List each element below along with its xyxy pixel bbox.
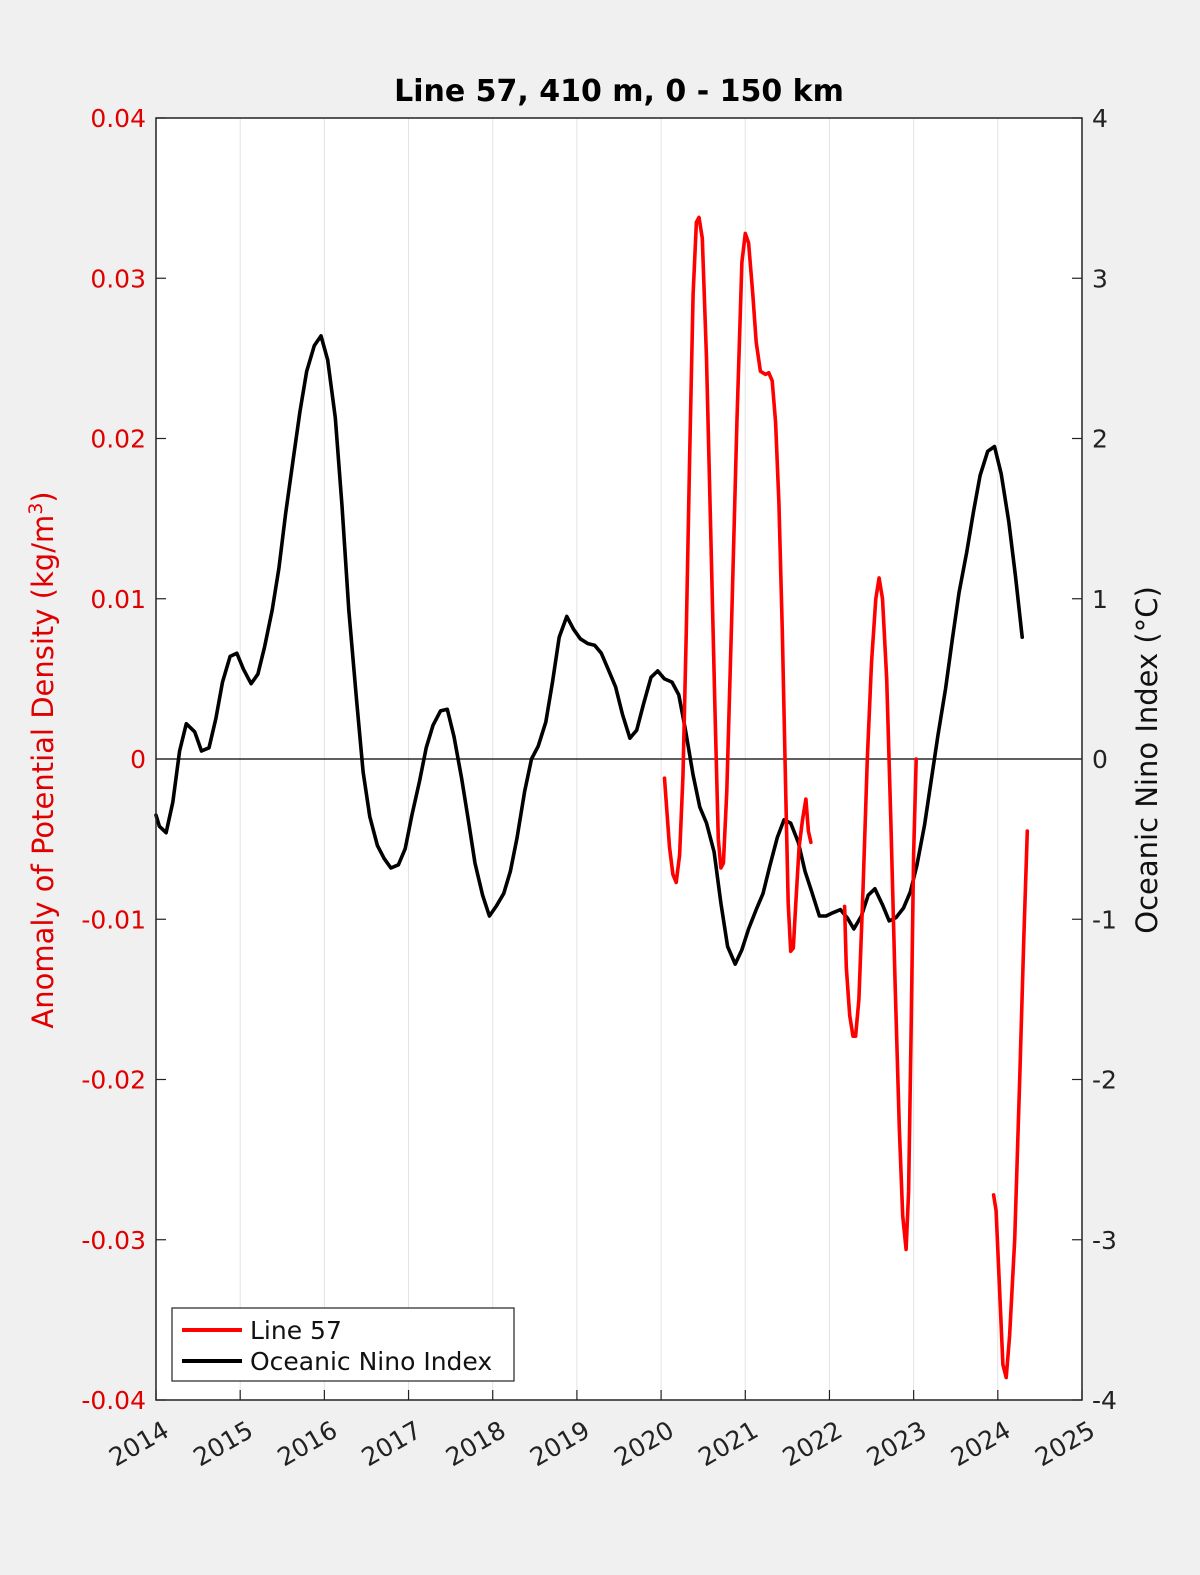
- line-57-series-segment: [662, 215, 813, 954]
- x-tick-label: 2021: [693, 1415, 763, 1472]
- y-left-tick-label: 0.03: [90, 264, 146, 293]
- x-tick-label: 2016: [273, 1415, 343, 1472]
- y-left-tick-label: -0.02: [81, 1066, 146, 1095]
- x-tick-label: 2023: [862, 1415, 932, 1472]
- x-tick-label: 2014: [104, 1415, 174, 1472]
- x-tick-label: 2017: [357, 1415, 427, 1472]
- series-layer: [154, 215, 1030, 1380]
- x-tick-label: 2020: [609, 1415, 679, 1472]
- y-axis-left-label-sup: 3: [25, 503, 47, 515]
- y-left-tick-label: 0.01: [90, 585, 146, 614]
- y-left-tick-label: -0.04: [81, 1386, 146, 1415]
- legend: Line 57 Oceanic Nino Index: [171, 1307, 515, 1382]
- y-left-tick-label: 0.04: [90, 104, 146, 133]
- y-right-tick-label: 1: [1092, 585, 1108, 614]
- y-left-tick-label: -0.01: [81, 905, 146, 934]
- line-57-series-segment: [991, 829, 1030, 1380]
- y-axis-right-label: Oceanic Nino Index (°C): [1130, 586, 1164, 934]
- chart-title: Line 57, 410 m, 0 - 150 km: [394, 74, 844, 109]
- x-tick-label: 2024: [946, 1415, 1016, 1472]
- x-tick-label: 2019: [525, 1415, 595, 1472]
- y-axis-left-label-main: Anomaly of Potential Density (kg/m: [26, 515, 60, 1029]
- y-axis-left-label-end: ): [26, 491, 60, 502]
- y-left-tick-label: -0.03: [81, 1226, 146, 1255]
- y-right-tick-label: 0: [1092, 745, 1108, 774]
- legend-label-oni: Oceanic Nino Index: [250, 1347, 492, 1376]
- y-right-tick-label: 3: [1092, 264, 1108, 293]
- y-right-tick-label: -2: [1092, 1066, 1117, 1095]
- y-right-tick-label: -4: [1092, 1386, 1117, 1415]
- oni-series-segment: [154, 334, 1024, 966]
- legend-box: [171, 1307, 515, 1382]
- y-right-tick-label: -1: [1092, 905, 1117, 934]
- x-tick-label: 2025: [1030, 1415, 1100, 1472]
- x-tick-label: 2022: [778, 1415, 848, 1472]
- y-left-tick-label: 0: [130, 745, 146, 774]
- legend-label-line-57: Line 57: [250, 1316, 342, 1345]
- y-right-tick-label: -3: [1092, 1226, 1117, 1255]
- y-right-tick-label: 2: [1092, 425, 1108, 454]
- line-57-series-segment: [842, 576, 918, 1252]
- y-axis-left-label: Anomaly of Potential Density (kg/m3): [25, 491, 60, 1028]
- x-tick-label: 2018: [441, 1415, 511, 1472]
- x-tick-label: 2015: [188, 1415, 258, 1472]
- y-left-tick-label: 0.02: [90, 425, 146, 454]
- y-right-tick-label: 4: [1092, 104, 1108, 133]
